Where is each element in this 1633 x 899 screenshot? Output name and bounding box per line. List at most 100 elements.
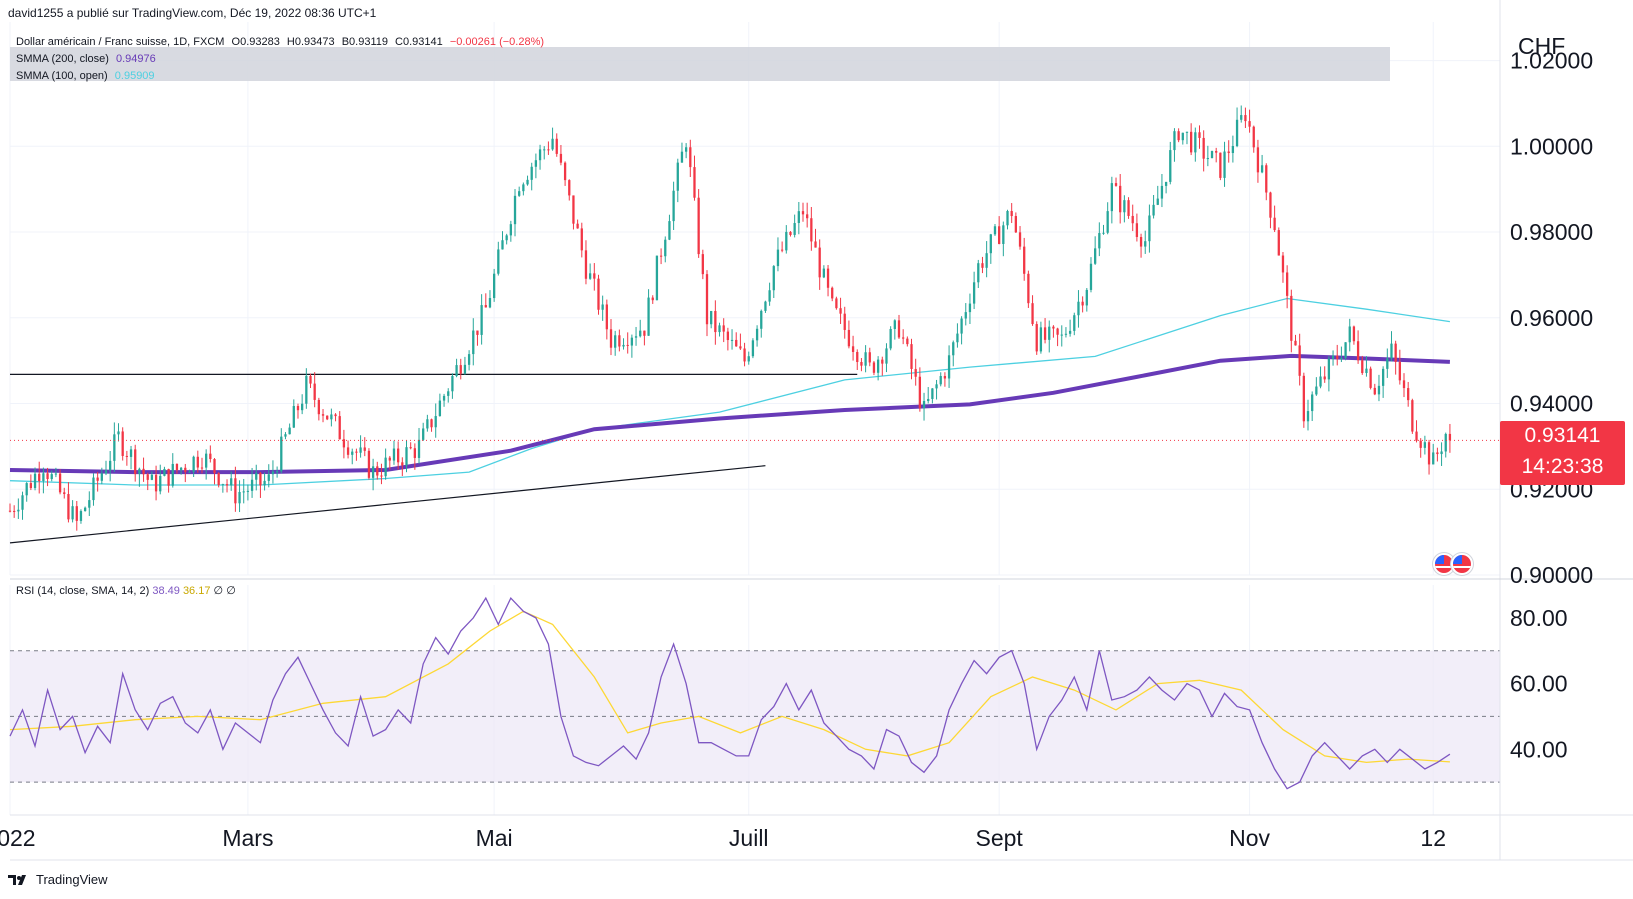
candle-body [822,268,826,278]
candle-body [342,439,346,448]
low-label: B [341,36,350,48]
candle-body [680,151,684,163]
candle-body [998,226,1001,244]
candle-body [334,414,337,417]
candle-body [138,468,141,475]
candle-body [1436,452,1439,455]
candle-body [522,184,525,192]
candle-body [263,480,266,486]
candle-body [605,304,608,330]
candle-body [718,325,721,333]
rsi-legend[interactable]: RSI (14, close, SMA, 14, 2) 38.49 36.17 … [16,584,236,597]
candle-body [388,457,391,461]
candle-body [175,463,179,471]
candle-body [814,241,817,248]
candle-body [1152,204,1155,216]
ch-flag-icon[interactable] [1451,553,1473,575]
candle-body [171,463,174,486]
candle-body [409,447,412,449]
price-tick-label: 0.90000 [1510,562,1593,588]
candle-body [651,297,654,301]
candle-body [1415,431,1418,441]
rsi-label: RSI (14, close, SMA, 14, 2) [16,585,150,597]
open-value: 0.93283 [240,36,280,48]
time-tick-label: Mars [222,825,273,851]
candle-body [13,510,16,512]
candle-body [701,254,704,275]
trendlines [9,373,858,544]
candle-body [1052,326,1055,329]
candle-body [977,263,980,283]
candle-body [659,255,663,257]
candle-body [1398,361,1401,381]
candle-body [259,472,262,486]
candle-body [1023,246,1026,274]
candle-body [1056,328,1059,335]
candle-body [538,149,542,161]
candle-body [463,364,467,374]
candle-body [968,303,972,313]
candle-body [1269,192,1272,218]
rsi-tick-label: 40.00 [1510,736,1568,762]
candle-body [960,318,963,334]
candles [8,105,1500,531]
candle-body [1327,358,1331,380]
candle-body [1390,343,1393,359]
candle-body [484,305,487,308]
candle-body [422,428,425,440]
candle-body [534,160,538,167]
candle-body [275,471,279,473]
candle-body [555,138,558,154]
candle-body [497,249,500,274]
candle-body [876,359,880,373]
candle-body [972,282,976,304]
candle-body [1361,360,1364,374]
candle-body [964,312,967,319]
candle-body [927,398,930,402]
candle-body [530,166,533,180]
candle-body [250,479,254,491]
candle-body [1119,185,1122,213]
candle-body [1185,131,1189,133]
candle-body [75,506,78,521]
candle-body [668,221,671,240]
candle-body [664,239,667,257]
candle-body [914,368,917,377]
candle-body [451,376,454,392]
candle-body [1252,126,1255,148]
last-price: 0.93141 [1524,424,1601,447]
candle-body [1294,340,1297,346]
candle-body [935,384,938,389]
candle-body [768,290,771,302]
candle-body [1423,442,1427,448]
symbol-legend[interactable]: Dollar américain / Franc suisse, 1D, FXC… [16,36,544,48]
candle-body [142,468,145,475]
candle-body [355,451,358,453]
candle-body [305,375,308,404]
candle-body [88,500,91,508]
candle-body [217,473,220,485]
candle-body [1043,327,1047,340]
candle-body [772,266,775,291]
candle-body [1160,185,1164,199]
candle-body [255,472,258,480]
candle-body [956,333,959,343]
candle-body [1202,137,1205,159]
close-label: C [395,36,403,48]
candle-body [1035,324,1038,352]
candle-body [1177,131,1180,141]
footer[interactable]: TradingView [8,872,108,887]
candle-body [413,448,416,458]
currency-label: CHF [1518,33,1565,59]
time-tick-label: 2022 [0,825,36,851]
smma100-legend[interactable]: SMMA (100, open) 0.95909 [16,70,155,82]
smma200-legend[interactable]: SMMA (200, close) 0.94976 [16,53,156,65]
rsi-ma-value: 36.17 [182,585,211,597]
candle-body [459,365,462,374]
candle-body [1127,200,1130,216]
candle-body [92,477,95,501]
candle-body [1281,255,1285,273]
candle-body [672,190,675,222]
candle-body [563,162,567,181]
candle-body [580,228,583,251]
